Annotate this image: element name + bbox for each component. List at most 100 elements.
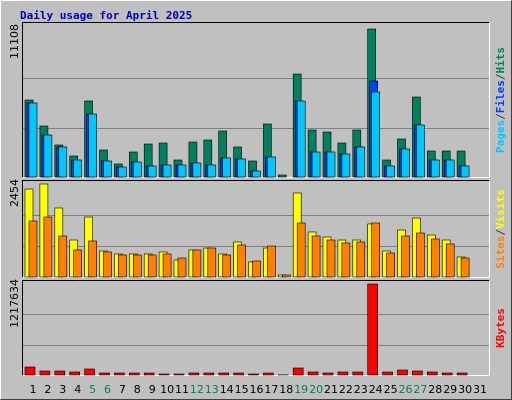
bar [39, 370, 51, 376]
bar [252, 260, 261, 278]
x-tick-label: 15 [235, 383, 249, 396]
bar [173, 373, 185, 376]
bar [326, 151, 336, 178]
bar [371, 91, 381, 178]
bar [401, 235, 410, 278]
bar [158, 373, 170, 376]
bar [237, 158, 246, 178]
bar [292, 367, 304, 376]
x-tick-label: 30 [458, 383, 472, 396]
bar [28, 102, 38, 178]
x-tick-label: 12 [190, 383, 204, 396]
x-tick-label: 21 [324, 383, 338, 396]
x-tick-label: 6 [104, 383, 111, 396]
x-tick-label: 11 [175, 383, 189, 396]
bar [147, 254, 157, 278]
bar [43, 216, 53, 278]
legend-entry: Pages [494, 120, 507, 153]
legend-entry: Files [494, 80, 507, 113]
bar [460, 165, 470, 178]
bar [177, 257, 187, 278]
x-tick-label: 24 [369, 383, 383, 396]
bar [162, 253, 172, 278]
bar [24, 366, 36, 376]
bar [356, 241, 366, 278]
bar [371, 222, 381, 278]
legend-separator: / [494, 73, 507, 80]
bar [367, 283, 379, 376]
bar [88, 240, 97, 278]
x-tick-label: 26 [399, 383, 413, 396]
bar [222, 157, 231, 178]
legend-entry: KBytes [494, 308, 507, 348]
x-tick-label: 29 [443, 383, 457, 396]
y-tick-label: 1217634 [8, 279, 21, 328]
bar [192, 162, 202, 178]
bar [203, 372, 215, 376]
bar [426, 371, 438, 376]
bar [28, 220, 38, 278]
plot-border-dark [22, 280, 490, 376]
bar [84, 368, 95, 376]
bar [222, 254, 231, 278]
y-tick-label: 2454 [8, 179, 21, 207]
x-tick-label: 28 [428, 383, 442, 396]
bar [296, 100, 306, 178]
plot-border-light [22, 22, 490, 178]
bar [382, 371, 393, 376]
x-tick-label: 23 [354, 383, 368, 396]
bar [133, 161, 142, 178]
bar [99, 372, 110, 376]
legend: Pages/Files/Hits [494, 47, 507, 153]
bar [460, 257, 470, 278]
bar [386, 252, 395, 278]
bar [341, 153, 351, 178]
bar [311, 235, 321, 278]
legend-entry: Sites [494, 236, 507, 269]
bar [73, 159, 82, 178]
x-tick-label: 31 [473, 383, 487, 396]
x-tick-label: 25 [384, 383, 398, 396]
bar [445, 243, 455, 278]
bar [311, 151, 321, 178]
x-tick-label: 13 [205, 383, 219, 396]
bar [322, 372, 334, 376]
bar [58, 235, 68, 278]
bar [43, 134, 53, 178]
bar [118, 254, 127, 278]
bar [267, 156, 276, 178]
bar [129, 372, 140, 376]
x-tick-label: 18 [279, 383, 293, 396]
x-tick-label: 3 [59, 383, 66, 396]
bar [263, 372, 274, 376]
bar [341, 242, 351, 278]
bar [218, 372, 229, 376]
bar [54, 370, 66, 376]
legend: Sites/Visits [494, 189, 507, 269]
x-tick-label: 20 [309, 383, 323, 396]
x-tick-label: 10 [160, 383, 174, 396]
bar [252, 170, 261, 178]
bar [207, 164, 217, 178]
x-tick-label: 5 [89, 383, 96, 396]
bar [386, 165, 395, 178]
bar [281, 274, 291, 278]
bar [147, 165, 157, 178]
bar [143, 372, 155, 376]
plot-border-light [22, 280, 490, 376]
x-tick-label: 8 [134, 383, 141, 396]
x-tick-label: 16 [250, 383, 264, 396]
chart-title: Daily usage for April 2025 [20, 9, 192, 22]
bar [401, 148, 410, 178]
bar [296, 222, 306, 278]
bar [207, 247, 217, 278]
legend: KBytes [494, 308, 507, 348]
bar [441, 372, 453, 376]
bar [326, 239, 336, 278]
bar [337, 371, 349, 376]
bar [88, 113, 97, 178]
x-tick-label: 1 [30, 383, 37, 396]
x-tick-label: 14 [220, 383, 234, 396]
plot-border-light [22, 180, 490, 278]
